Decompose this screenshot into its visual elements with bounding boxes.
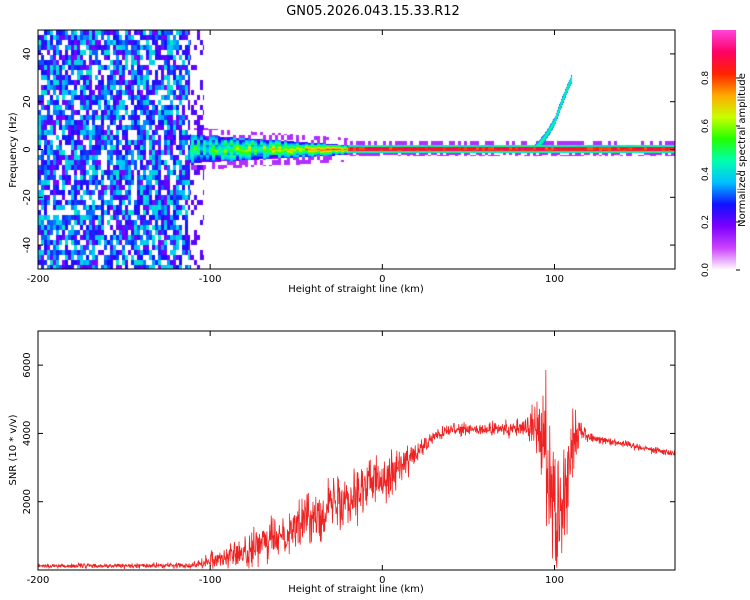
spectrogram-xtick-label: -200 bbox=[27, 274, 50, 285]
snr-xtick-label: 0 bbox=[379, 575, 385, 586]
colorbar-ticks: 0.0 0.2 0.4 0.6 0.8 bbox=[701, 71, 740, 278]
spectrogram-image bbox=[38, 30, 675, 269]
colorbar-tick-label: 0.2 bbox=[701, 215, 711, 229]
snr-ytick-label: 4000 bbox=[22, 421, 33, 446]
spectrogram-y-label: Frequency (Hz) bbox=[8, 112, 19, 188]
spectrogram-ytick-label: -40 bbox=[22, 237, 33, 253]
colorbar-label: Normalized spectral amplitude bbox=[737, 73, 748, 227]
snr-xtick-label: 100 bbox=[545, 575, 564, 586]
spectrogram-xtick-label: -100 bbox=[199, 274, 222, 285]
colorbar-tick-label: 0.4 bbox=[701, 167, 711, 182]
spectrogram-ytick-label: -20 bbox=[22, 189, 33, 205]
snr-frame bbox=[37, 330, 676, 571]
spectrogram-xtick-label: 100 bbox=[545, 274, 564, 285]
spectrogram-ytick-label: 20 bbox=[22, 95, 33, 108]
snr-panel: -200 -100 0 100 2000 4000 6000 Height of stra… bbox=[8, 330, 676, 595]
colorbar-tick-label: 0.8 bbox=[701, 71, 711, 86]
snr-x-ticks: -200 -100 0 100 bbox=[27, 331, 564, 586]
figure-title: GN05.2026.043.15.33.R12 bbox=[286, 4, 460, 19]
spectrogram-x-ticks: -200 -100 0 100 bbox=[27, 30, 564, 285]
snr-ytick-label: 2000 bbox=[22, 489, 33, 514]
snr-ytick-label: 6000 bbox=[22, 352, 33, 377]
snr-series-line bbox=[38, 369, 675, 570]
snr-y-label: SNR (10 * v/v) bbox=[8, 414, 19, 485]
spectrogram-ytick-label: 0 bbox=[22, 146, 33, 152]
spectrogram-ytick-label: 40 bbox=[22, 48, 33, 61]
snr-x-label: Height of straight line (km) bbox=[288, 584, 424, 595]
spectrogram-y-ticks: -40 -20 0 20 40 bbox=[22, 48, 675, 253]
colorbar-gradient bbox=[712, 30, 736, 270]
snr-y-ticks: 2000 4000 6000 bbox=[22, 352, 675, 514]
snr-xtick-label: -100 bbox=[199, 575, 222, 586]
spectrogram-xtick-label: 0 bbox=[379, 274, 385, 285]
snr-xtick-label: -200 bbox=[27, 575, 50, 586]
colorbar-tick-label: 0.6 bbox=[701, 119, 711, 134]
colorbar-tick-label: 0.0 bbox=[701, 263, 711, 278]
colorbar: 0.0 0.2 0.4 0.6 0.8 Normalized spectral ampl… bbox=[701, 30, 748, 277]
spectrogram-x-label: Height of straight line (km) bbox=[288, 284, 424, 295]
